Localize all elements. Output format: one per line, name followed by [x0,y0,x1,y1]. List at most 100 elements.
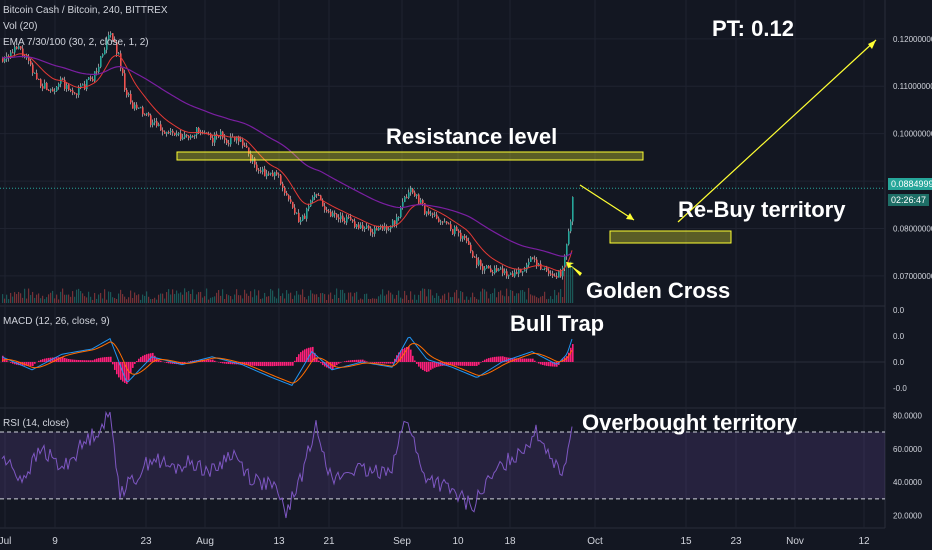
candle-body [162,130,164,132]
volume-bar [326,299,328,303]
macd-histogram-bar [304,349,306,362]
macd-histogram-bar [102,357,104,362]
volume-bar [24,288,26,303]
candle-body [282,183,284,188]
candle-body [34,72,36,74]
macd-histogram-bar [546,362,548,366]
macd-histogram-bar [462,362,464,366]
candle-body [22,48,24,57]
candle-body [250,153,252,162]
candle-body [258,169,260,171]
candle-body [446,221,448,224]
macd-histogram-bar [320,362,322,364]
macd-histogram-bar [60,357,62,362]
volume-indicator-label[interactable]: Vol (20) [3,21,38,32]
rsi-tick-label: 60.0000 [893,445,922,454]
macd-tick-label: -0.0 [893,384,907,393]
candle-body [332,212,334,217]
candle-body [192,136,194,138]
candle-body [504,271,506,274]
volume-bar [130,290,132,303]
candle-body [406,196,408,198]
candle-body [268,173,270,175]
macd-histogram-bar [322,362,324,366]
volume-bar [372,298,374,303]
candle-body [178,133,180,135]
volume-bar [128,297,130,303]
volume-bar [414,294,416,303]
volume-bar [556,295,558,303]
rsi-label[interactable]: RSI (14, close) [3,418,70,429]
volume-bar [510,290,512,303]
macd-histogram-bar [264,362,266,367]
volume-bar [176,290,178,303]
macd-histogram-bar [346,360,348,362]
candle-body [474,256,476,258]
macd-histogram-bar [146,354,148,362]
volume-bar [362,299,364,303]
candle-body [468,241,470,245]
candle-body [538,263,540,266]
macd-histogram-bar [554,362,556,367]
macd-histogram-bar [428,362,430,372]
ema-indicator-label[interactable]: EMA 7/30/100 (30, 2, close, 1, 2) [3,37,149,48]
macd-label[interactable]: MACD (12, 26, close, 9) [3,316,110,327]
volume-bar [356,291,358,303]
macd-histogram-bar [284,362,286,366]
macd-histogram-bar [298,354,300,362]
rebuy-text[interactable]: Re-Buy territory [678,197,846,222]
volume-bar [50,292,52,303]
candle-body [512,273,514,277]
volume-bar [96,298,98,303]
macd-panel [0,336,885,387]
candle-body [180,133,182,140]
candle-body [156,121,158,127]
golden-cross-text[interactable]: Golden Cross [586,278,731,303]
candle-body [354,221,356,227]
macd-histogram-bar [110,356,112,362]
candle-body [424,203,426,214]
annotation-drawings [176,39,877,276]
candle-body [248,147,250,154]
volume-bar [532,295,534,303]
volume-bar [172,289,174,303]
volume-bar [390,292,392,303]
volume-bar [508,296,510,303]
volume-bar [496,297,498,303]
price-axis[interactable]: 0.070000000.080000000.090000000.10000000… [893,35,932,521]
volume-bar [292,298,294,303]
volume-bar [270,288,272,303]
macd-histogram-bar [568,352,570,362]
volume-bar [268,296,270,303]
candle-body [274,172,276,177]
ema-slow-line [1,55,573,257]
volume-bar [220,295,222,303]
resistance-text[interactable]: Resistance level [386,124,558,149]
macd-histogram-bar [486,358,488,362]
price-target-text[interactable]: PT: 0.12 [712,16,794,41]
volume-bar [482,288,484,303]
volume-bar [322,292,324,303]
macd-histogram-bar [466,362,468,366]
bull-trap-text[interactable]: Bull Trap [510,311,605,336]
volume-bar [204,296,206,303]
candle-body [264,168,266,177]
macd-histogram-bar [330,362,332,369]
macd-histogram-bar [316,357,318,362]
candle-body [242,140,244,146]
macd-histogram-bar [94,359,96,362]
candle-body [12,52,14,54]
candle-body [94,71,96,81]
volume-bar [558,292,560,303]
overbought-text[interactable]: Overbought territory [582,410,798,435]
time-axis[interactable]: Jul 9 23 Aug 13 21 Sep 10 18 Oct 15 23 Nov 12 [0,536,870,547]
macd-histogram-bar [386,362,388,364]
macd-histogram-bar [300,352,302,362]
candle-body [226,139,228,144]
candle-body [374,228,376,234]
candle-body [366,225,368,228]
time-tick-label: Sep [393,536,411,547]
volume-bar [196,294,198,303]
macd-histogram-bar [410,349,412,362]
candle-body [358,224,360,229]
